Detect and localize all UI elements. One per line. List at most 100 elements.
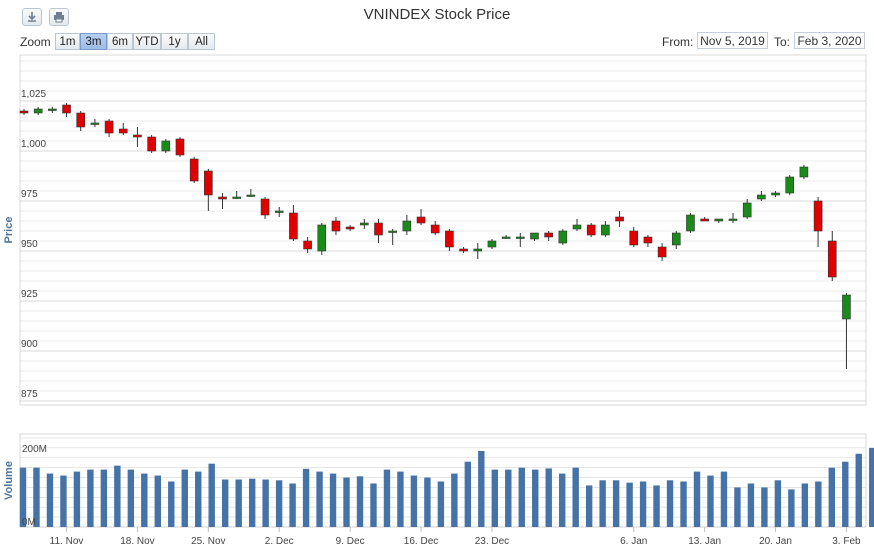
candlestick	[416, 209, 426, 225]
volume-bar	[828, 467, 835, 527]
price-tick-label: 950	[21, 239, 38, 250]
volume-bar	[410, 475, 418, 527]
volume-bar	[585, 485, 593, 527]
volume-bar	[87, 469, 94, 527]
candle-body	[260, 198, 270, 216]
candle-body	[544, 232, 553, 238]
candlestick	[700, 217, 709, 222]
candle-body	[813, 200, 823, 232]
volume-bar	[518, 467, 525, 527]
volume-bar	[666, 480, 674, 527]
candle-body	[459, 248, 468, 252]
candlestick	[48, 107, 57, 113]
candle-body	[62, 104, 71, 114]
candlestick	[360, 219, 369, 229]
volume-bar	[33, 467, 40, 527]
x-tick-label: 20. Jan	[759, 536, 792, 547]
volume-bar	[545, 468, 552, 527]
volume-bar	[154, 475, 161, 527]
volume-bar	[195, 471, 202, 527]
candle-body	[331, 220, 341, 232]
volume-bar	[801, 483, 809, 527]
volume-bar	[181, 469, 188, 527]
volume-bar	[46, 473, 54, 527]
candle-body	[19, 110, 29, 114]
volume-bar	[168, 481, 175, 527]
candle-body	[161, 140, 171, 152]
x-tick-label: 13. Jan	[688, 536, 721, 547]
candle-body	[785, 176, 795, 194]
candlestick	[785, 175, 795, 195]
candle-body	[175, 138, 185, 156]
zoom-1m-button[interactable]: 1m	[55, 33, 80, 50]
candle-body	[317, 224, 327, 252]
candlestick	[643, 235, 653, 247]
candlestick	[771, 191, 780, 197]
candlestick	[289, 205, 298, 241]
candlestick	[104, 119, 114, 137]
x-tick-label: 9. Dec	[336, 536, 365, 547]
candlestick	[218, 193, 227, 209]
candlestick	[19, 109, 29, 115]
candlestick	[827, 231, 837, 281]
volume-bar	[383, 469, 391, 527]
candlestick	[204, 169, 213, 211]
price-tick-label: 900	[21, 339, 38, 350]
candle-body	[657, 246, 667, 258]
x-tick-label: 2. Dec	[265, 536, 294, 547]
volume-bar	[424, 477, 431, 527]
zoom-ytd-button[interactable]: YTD	[133, 33, 161, 50]
candle-body	[118, 128, 128, 134]
volume-bar	[734, 487, 741, 527]
zoom-1y-button[interactable]: 1y	[161, 33, 188, 50]
candle-body	[473, 248, 483, 252]
volume-bar	[842, 461, 849, 527]
volume-tick-label: 200M	[22, 444, 47, 455]
download-icon[interactable]	[22, 8, 42, 26]
candle-body	[189, 158, 199, 182]
candle-body	[104, 120, 114, 134]
candle-body	[586, 224, 596, 236]
volume-bar	[626, 482, 633, 527]
candlestick	[487, 239, 497, 249]
candlestick	[586, 223, 596, 237]
price-tick-label: 875	[21, 389, 38, 400]
volume-bar	[316, 471, 323, 527]
candle-body	[218, 196, 227, 200]
range-from-input[interactable]: Nov 5, 2019	[697, 32, 768, 49]
candle-body	[147, 136, 156, 152]
candlestick	[175, 137, 185, 157]
candlestick	[473, 243, 483, 259]
volume-bar	[815, 481, 822, 527]
volume-bar	[141, 473, 148, 527]
x-tick-label: 25. Nov	[191, 536, 225, 547]
volume-bar	[505, 469, 512, 527]
volume-bar	[437, 481, 445, 527]
volume-bar	[275, 480, 283, 527]
candle-body	[360, 222, 369, 226]
range-to-input[interactable]: Feb 3, 2020	[794, 32, 865, 49]
candle-body	[742, 202, 752, 218]
volume-bar	[451, 473, 458, 527]
zoom-6m-button[interactable]: 6m	[107, 33, 133, 50]
candle-body	[771, 192, 780, 196]
volume-bar	[397, 471, 404, 527]
candlestick	[615, 211, 624, 227]
candlestick	[501, 235, 511, 239]
candle-body	[76, 112, 86, 128]
candle-body	[757, 194, 766, 200]
zoom-label: Zoom	[20, 35, 51, 49]
candle-body	[615, 216, 624, 222]
volume-bar	[235, 479, 242, 527]
x-tick-label: 16. Dec	[404, 536, 438, 547]
zoom-all-button[interactable]: All	[188, 33, 215, 50]
print-icon[interactable]	[49, 8, 69, 26]
volume-bar	[532, 469, 539, 527]
volume-bar	[289, 483, 296, 527]
zoom-3m-button[interactable]: 3m	[80, 33, 107, 50]
candlestick	[459, 247, 468, 253]
x-tick-label: 11. Nov	[50, 536, 84, 547]
candle-body	[714, 218, 724, 222]
chart-title: VNINDEX Stock Price	[363, 6, 511, 23]
